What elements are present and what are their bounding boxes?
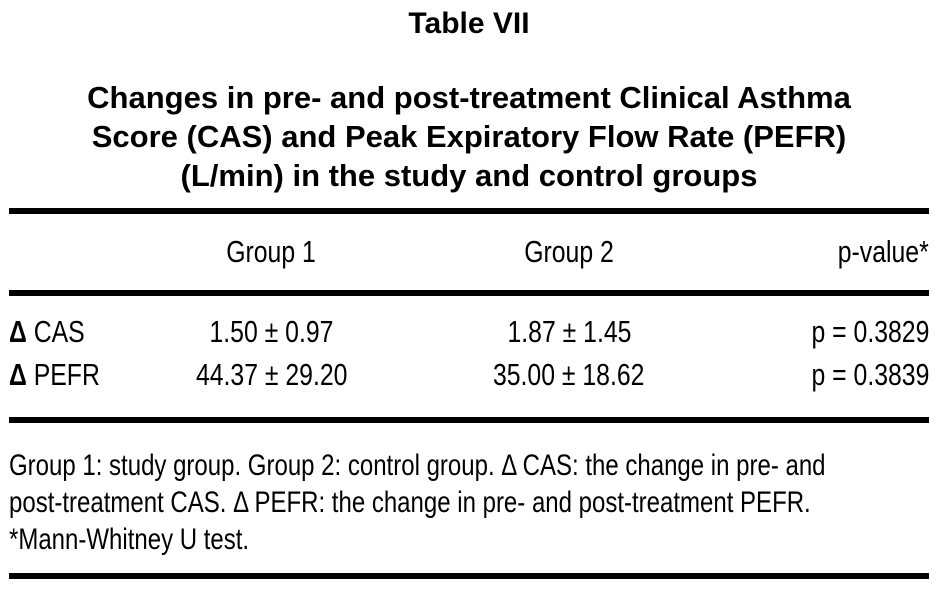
header-group2-label: Group 2 bbox=[524, 234, 614, 269]
table-row-pefr: Δ PEFR 44.37 ± 29.20 35.00 ± 18.62 p = 0… bbox=[9, 353, 929, 396]
table-rule-footer bbox=[9, 417, 929, 423]
table-title-line-2: Score (CAS) and Peak Expiratory Flow Rat… bbox=[91, 119, 847, 154]
row-pefr-group2-value: 35.00 ± 18.62 bbox=[493, 357, 645, 392]
header-group1: Group 1 bbox=[164, 234, 379, 270]
table-rule-header bbox=[9, 290, 929, 296]
row-pefr-label: Δ PEFR bbox=[9, 353, 164, 396]
row-cas-p-value: p = 0.3829 bbox=[811, 314, 929, 349]
row-pefr-group1-value: 44.37 ± 29.20 bbox=[195, 357, 348, 392]
table-caption: Table VII bbox=[408, 7, 530, 40]
table-title: Changes in pre- and post-treatment Clini… bbox=[9, 78, 929, 195]
table-rule-top bbox=[9, 208, 929, 214]
table-rule-bottom bbox=[9, 573, 929, 579]
row-cas-name: CAS bbox=[33, 314, 85, 349]
footnote-line-3: *Mann-Whitney U test. bbox=[9, 523, 250, 556]
row-pefr-p-value: p = 0.3839 bbox=[811, 357, 929, 392]
row-cas-group2-value: 1.87 ± 1.45 bbox=[507, 314, 631, 349]
footnote-line-2: post-treatment CAS. Δ PEFR: the change i… bbox=[9, 486, 811, 519]
header-p-value-label: p-value* bbox=[838, 234, 929, 269]
footnote-line-1: Group 1: study group. Group 2: control g… bbox=[9, 449, 826, 482]
header-p-value: p-value* bbox=[759, 234, 929, 270]
header-group1-label: Group 1 bbox=[226, 234, 317, 269]
table-body: Δ CAS 1.50 ± 0.97 1.87 ± 1.45 p = 0.3829… bbox=[9, 296, 929, 417]
table-footnote: Group 1: study group. Group 2: control g… bbox=[9, 423, 929, 573]
header-group2: Group 2 bbox=[379, 234, 759, 270]
row-pefr-name: PEFR bbox=[33, 357, 100, 392]
row-cas-label: Δ CAS bbox=[9, 310, 164, 353]
table-title-line-3: (L/min) in the study and control groups bbox=[180, 158, 758, 193]
delta-icon: Δ bbox=[9, 357, 27, 392]
table-row-cas: Δ CAS 1.50 ± 0.97 1.87 ± 1.45 p = 0.3829 bbox=[9, 310, 929, 353]
delta-icon: Δ bbox=[9, 314, 27, 349]
row-cas-group1-value: 1.50 ± 0.97 bbox=[209, 314, 334, 349]
table-header-row: Group 1 Group 2 p-value* bbox=[9, 214, 929, 290]
table-title-line-1: Changes in pre- and post-treatment Clini… bbox=[87, 80, 851, 115]
